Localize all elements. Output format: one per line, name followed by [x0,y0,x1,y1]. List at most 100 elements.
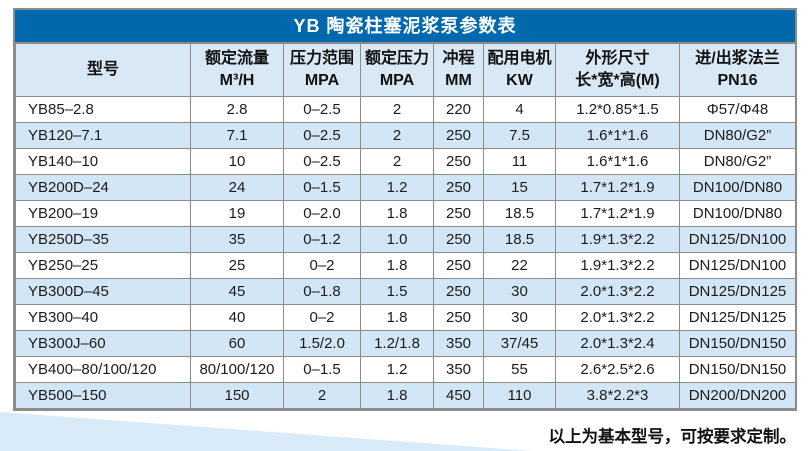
col-header-unit: M³/H [219,72,255,89]
value-cell: 10 [190,148,284,175]
value-cell: DN200/DN200 [679,382,796,409]
value-cell: 60 [190,330,284,357]
value-cell: 30 [483,278,556,305]
table-row: YB200D–24 24 0–1.5 1.2 250 15 1.7*1.2*1.9 DN100… [15,174,796,201]
value-cell: 250 [433,226,484,253]
value-cell: 1.8 [360,304,434,331]
table-body: YB85–2.8 2.8 0–2.5 2 220 4 1.2*0.85*1.5 Φ57/Φ48… [15,96,796,409]
col-header-label: 额定流量 [204,50,269,68]
value-cell: DN125/DN125 [679,304,796,331]
col-header-label: 外形尺寸 [585,50,650,68]
value-cell: 250 [433,148,484,175]
col-header-label: 型号 [86,61,119,79]
model-cell: YB300–40 [15,304,191,331]
col-header-rated-pressure: 额定压力 MPA [360,43,434,97]
col-header-label: 冲程 [442,50,475,68]
value-cell: 18.5 [483,226,556,253]
value-cell: 45 [190,278,284,305]
value-cell: DN100/DN80 [679,174,796,201]
col-header-unit: MM [445,72,472,89]
model-cell: YB140–10 [15,148,191,175]
value-cell: 1.2/1.8 [360,330,434,357]
value-cell: 30 [483,304,556,331]
value-cell: 2.8 [190,96,284,123]
col-header-stroke: 冲程 MM [433,43,484,97]
col-header-motor: 配用电机 KW [483,43,556,97]
value-cell: 220 [433,96,484,123]
col-header-label: 进/出浆法兰 [695,50,780,68]
value-cell: 2 [360,96,434,123]
header-row: 型号 额定流量 M³/H 压力范围 MPA 额定压力 MPA [15,43,796,97]
value-cell: 2.6*2.5*2.6 [555,356,680,383]
value-cell: 150 [190,382,284,409]
value-cell: 1.2 [360,174,434,201]
value-cell: 15 [483,174,556,201]
value-cell: 1.2*0.85*1.5 [555,96,680,123]
value-cell: 1.6*1*1.6 [555,122,680,149]
table-row: YB400–80/100/120 80/100/120 0–1.5 1.2 350 55 2… [15,356,796,383]
value-cell: 1.6*1*1.6 [555,148,680,175]
value-cell: 250 [433,252,484,279]
value-cell: 1.0 [360,226,434,253]
value-cell: 0–2.5 [283,148,361,175]
model-cell: YB200–19 [15,200,191,227]
value-cell: 250 [433,200,484,227]
col-header-unit: PN16 [717,72,758,89]
model-cell: YB250D–35 [15,226,191,253]
value-cell: 18.5 [483,200,556,227]
value-cell: 0–1.5 [283,356,361,383]
value-cell: 1.7*1.2*1.9 [555,200,680,227]
value-cell: 350 [433,356,484,383]
value-cell: 1.8 [360,200,434,227]
value-cell: 25 [190,252,284,279]
value-cell: 1.5 [360,278,434,305]
spec-table: 型号 额定流量 M³/H 压力范围 MPA 额定压力 MPA [15,43,796,409]
value-cell: Φ57/Φ48 [679,96,796,123]
col-header-label: 配用电机 [487,50,552,68]
value-cell: 55 [483,356,556,383]
value-cell: 0–1.2 [283,226,361,253]
table-row: YB120–7.1 7.1 0–2.5 2 250 7.5 1.6*1*1.6 DN80/G2… [15,122,796,149]
value-cell: 0–2 [283,304,361,331]
value-cell: 19 [190,200,284,227]
footer-note: 以上为基本型号，可按要求定制。 [548,428,797,446]
col-header-flange: 进/出浆法兰 PN16 [679,43,796,97]
col-header-dimensions: 外形尺寸 长*宽*高(M) [555,43,680,97]
value-cell: 3.8*2.2*3 [555,382,680,409]
col-header-unit: KW [506,72,533,89]
table-row: YB250–25 25 0–2 1.8 250 22 1.9*1.3*2.2 DN125/DN… [15,252,796,279]
table-row: YB500–150 150 2 1.8 450 110 3.8*2.2*3 DN200/DN2… [15,382,796,409]
value-cell: DN80/G2” [679,122,796,149]
value-cell: 22 [483,252,556,279]
value-cell: 250 [433,174,484,201]
value-cell: 80/100/120 [190,356,284,383]
value-cell: 1.9*1.3*2.2 [555,226,680,253]
value-cell: 7.1 [190,122,284,149]
value-cell: 110 [483,382,556,409]
decorative-wedge [0,412,532,451]
value-cell: 0–1.8 [283,278,361,305]
table-row: YB300D–45 45 0–1.8 1.5 250 30 2.0*1.3*2.2 DN125… [15,278,796,305]
value-cell: 0–2.0 [283,200,361,227]
table-row: YB300J–60 60 1.5/2.0 1.2/1.8 350 37/45 2.0*1.3… [15,330,796,357]
table-row: YB200–19 19 0–2.0 1.8 250 18.5 1.7*1.2*1.9 DN10… [15,200,796,227]
table-title: YB 陶瓷柱塞泥浆泵参数表 [15,10,795,43]
model-cell: YB120–7.1 [15,122,191,149]
value-cell: 250 [433,304,484,331]
value-cell: 37/45 [483,330,556,357]
model-cell: YB400–80/100/120 [15,356,191,383]
value-cell: DN80/G2” [679,148,796,175]
value-cell: DN150/DN150 [679,356,796,383]
model-cell: YB300J–60 [15,330,191,357]
value-cell: 40 [190,304,284,331]
value-cell: 2.0*1.3*2.4 [555,330,680,357]
value-cell: 1.8 [360,252,434,279]
value-cell: 0–1.5 [283,174,361,201]
value-cell: 1.5/2.0 [283,330,361,357]
table-row: YB85–2.8 2.8 0–2.5 2 220 4 1.2*0.85*1.5 Φ57/Φ48 [15,96,796,123]
col-header-unit: 长*宽*高(M) [575,72,660,89]
col-header-pressure-range: 压力范围 MPA [283,43,361,97]
value-cell: 350 [433,330,484,357]
value-cell: DN125/DN100 [679,226,796,253]
col-header-label: 压力范围 [289,50,354,68]
